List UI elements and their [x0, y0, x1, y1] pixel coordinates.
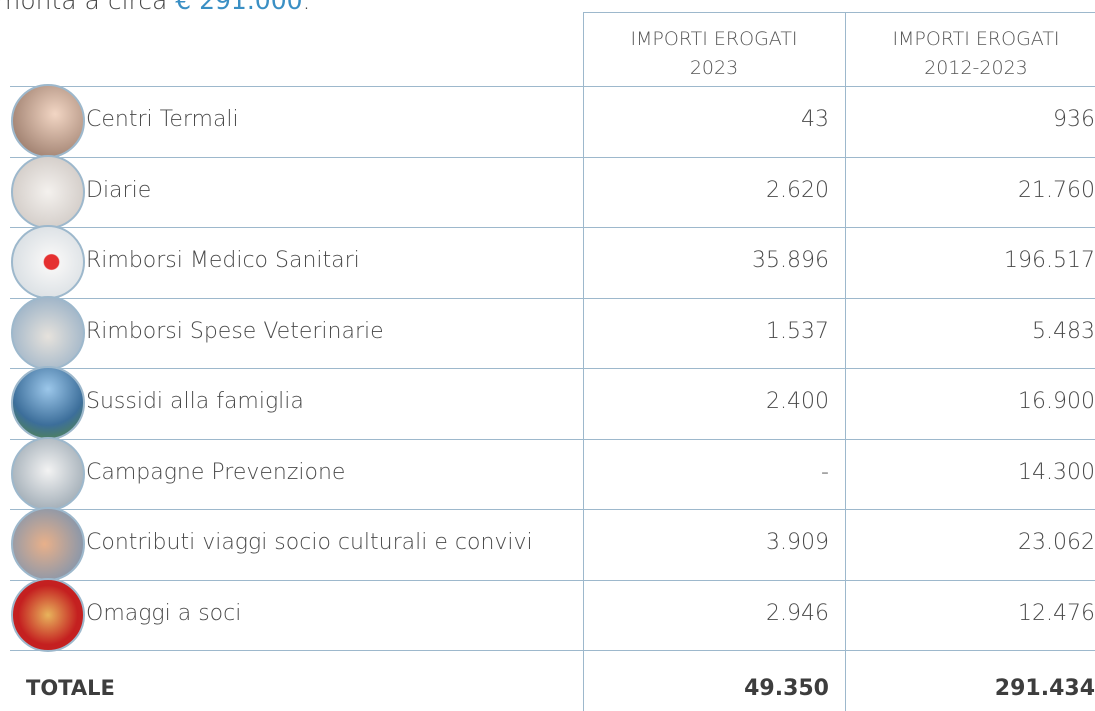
intro-text: monta a circa: [0, 0, 175, 15]
cell-value: 936: [1053, 107, 1095, 132]
row-icon: [11, 84, 85, 158]
row-border: [10, 509, 1095, 510]
row-border: [10, 439, 1095, 440]
row-icon: [11, 155, 85, 229]
row-label: Contributi viaggi socio culturali e conv…: [86, 530, 533, 555]
row-border: [10, 227, 1095, 228]
cell-value: 35.896: [752, 248, 829, 273]
row-border: [10, 298, 1095, 299]
row-border: [10, 157, 1095, 158]
column-header: IMPORTI EROGATI: [585, 25, 843, 54]
cell-value: 5.483: [1032, 319, 1095, 344]
row-label: Centri Termali: [86, 107, 239, 132]
cell-value: 14.300: [1018, 460, 1095, 485]
cell-value: 16.900: [1018, 389, 1095, 414]
cell-value: 2.946: [766, 601, 829, 626]
cell-value: 43: [801, 107, 829, 132]
row-border: [10, 368, 1095, 369]
row-label: Rimborsi Spese Veterinarie: [86, 319, 384, 344]
column-divider: [583, 12, 584, 711]
column-header: 2012-2023: [847, 54, 1095, 83]
intro-amount: € 291.000: [175, 0, 302, 15]
row-icon: [11, 578, 85, 652]
cell-value: 1.537: [766, 319, 829, 344]
header-top-border: [583, 12, 1095, 13]
row-label: Sussidi alla famiglia: [86, 389, 304, 414]
cell-value: 2.620: [766, 178, 829, 203]
cell-value: 12.476: [1018, 601, 1095, 626]
row-icon: [11, 366, 85, 440]
intro: monta a circa € 291.000.: [0, 0, 310, 15]
cell-value: 23.062: [1018, 530, 1095, 555]
column-divider: [845, 12, 846, 711]
row-label: Diarie: [86, 178, 151, 203]
total-label: TOTALE: [26, 676, 115, 700]
row-border: [10, 580, 1095, 581]
cell-value: 2.400: [766, 389, 829, 414]
row-icon: [11, 296, 85, 370]
row-border: [10, 86, 1095, 87]
row-icon: [11, 437, 85, 511]
intro-end: .: [303, 0, 311, 15]
total-value: 49.350: [744, 676, 829, 701]
cell-value: 3.909: [766, 530, 829, 555]
cell-value: 196.517: [1004, 248, 1095, 273]
row-border: [10, 650, 1095, 651]
page: monta a circa € 291.000. IMPORTI EROGATI…: [0, 0, 1095, 711]
row-icon: [11, 507, 85, 581]
cell-value: -: [821, 460, 829, 485]
column-header: 2023: [585, 54, 843, 83]
column-header: IMPORTI EROGATI: [847, 25, 1095, 54]
row-label: Rimborsi Medico Sanitari: [86, 248, 360, 273]
row-label: Omaggi a soci: [86, 601, 241, 626]
row-icon: [11, 225, 85, 299]
row-label: Campagne Prevenzione: [86, 460, 345, 485]
total-value: 291.434: [995, 676, 1095, 701]
cell-value: 21.760: [1018, 178, 1095, 203]
